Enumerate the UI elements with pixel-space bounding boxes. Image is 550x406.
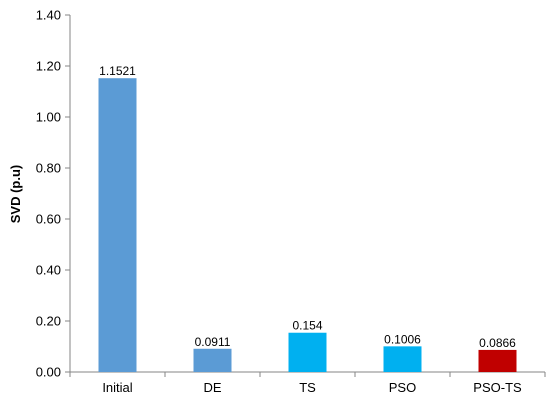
y-tick-label: 0.00 (36, 365, 61, 380)
y-axis-title: SVD (p.u) (8, 165, 23, 224)
x-tick-label: TS (299, 380, 316, 395)
y-tick-label: 0.80 (36, 161, 61, 176)
data-label: 0.0866 (479, 336, 516, 350)
x-tick-label: DE (203, 380, 221, 395)
bars (98, 78, 517, 372)
data-label: 0.1006 (384, 332, 421, 346)
bar-ts (288, 332, 327, 372)
bar-pso (383, 346, 422, 372)
y-tick-label: 1.40 (36, 8, 61, 23)
y-tick-label: 0.40 (36, 263, 61, 278)
bar-initial (98, 78, 137, 372)
y-tick-label: 1.00 (36, 110, 61, 125)
bar-pso-ts (478, 349, 517, 372)
bar-data-labels: 1.1521 0.0911 0.154 0.1006 0.0866 (99, 64, 516, 350)
x-axis-tick-labels: Initial DE TS PSO PSO-TS (102, 380, 522, 395)
x-tick-label: PSO-TS (473, 380, 522, 395)
x-axis-ticks (69, 372, 546, 377)
y-tick-label: 0.60 (36, 212, 61, 227)
x-tick-label: Initial (102, 380, 132, 395)
y-tick-label: 1.20 (36, 59, 61, 74)
bar-de (193, 348, 232, 372)
data-label: 0.0911 (195, 335, 231, 349)
x-tick-label: PSO (389, 380, 416, 395)
y-tick-label: 0.20 (36, 314, 61, 329)
data-label: 1.1521 (99, 64, 136, 78)
data-label: 0.154 (292, 319, 322, 333)
y-axis-ticks: 0.00 0.20 0.40 0.60 0.80 1.00 1.20 1.40 (36, 8, 70, 380)
